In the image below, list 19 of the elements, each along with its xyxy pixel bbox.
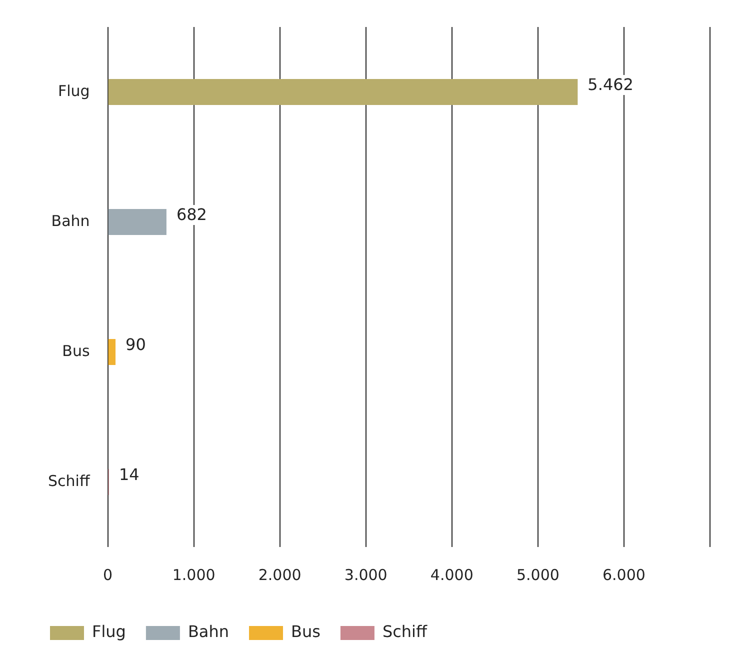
x-tick-label: 1.000 <box>172 566 216 584</box>
y-tick-label: Flug <box>58 82 90 100</box>
data-label: 682 <box>176 205 207 224</box>
x-tick-label: 4.000 <box>430 566 474 584</box>
legend-label: Bahn <box>188 622 230 642</box>
legend-label: Flug <box>92 622 126 642</box>
y-tick-label: Bus <box>62 342 90 360</box>
legend-label: Bus <box>291 622 320 642</box>
x-tick-label: 2.000 <box>258 566 302 584</box>
data-label: 14 <box>118 465 140 484</box>
x-tick-label: 3.000 <box>344 566 388 584</box>
data-label: 5.462 <box>588 75 634 94</box>
legend-label: Schiff <box>382 622 428 642</box>
data-label: 90 <box>126 335 146 354</box>
x-tick-label: 0 <box>103 566 113 584</box>
x-tick-label: 5.000 <box>516 566 560 584</box>
y-tick-label: Schiff <box>48 472 90 490</box>
y-tick-label: Bahn <box>51 212 90 230</box>
x-tick-label: 6.000 <box>602 566 646 584</box>
